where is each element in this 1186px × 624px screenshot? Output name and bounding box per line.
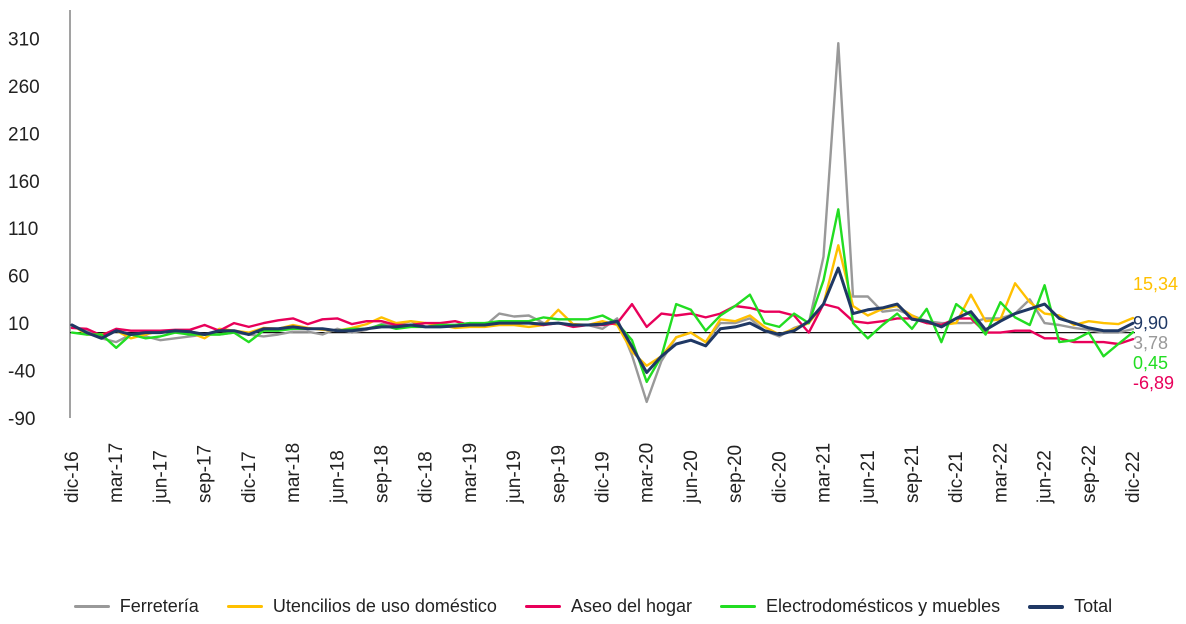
series-line-electrodomesticos-y-muebles <box>70 208 1135 384</box>
legend-swatch-aseo <box>524 605 561 608</box>
x-tick-label: dic-17 <box>239 451 260 503</box>
x-tick-label: sep-21 <box>902 445 923 503</box>
x-tick-label: sep-18 <box>371 445 392 503</box>
legend-swatch-electrodomesticos <box>720 605 757 608</box>
series-lines <box>70 42 1135 404</box>
legend-item-electrodomesticos: Electrodomésticos y muebles <box>720 596 1000 617</box>
x-tick-label: jun-18 <box>327 450 348 504</box>
y-axis: -90 -40 10 60 110 160 210 260 310 <box>8 10 71 430</box>
x-tick-label: sep-20 <box>725 445 746 503</box>
x-tick-label: jun-19 <box>504 450 525 504</box>
legend-item-ferreteria: Ferretería <box>73 596 199 617</box>
y-tick-label: 310 <box>8 29 40 50</box>
x-tick-label: mar-17 <box>106 443 127 503</box>
x-tick-label: mar-21 <box>814 443 835 503</box>
series-line-ferreteria <box>70 42 1135 404</box>
legend-item-aseo: Aseo del hogar <box>524 596 693 617</box>
end-label-aseo-del-hogar: -6,89 <box>1133 373 1174 393</box>
x-tick-label: jun-21 <box>858 450 879 504</box>
x-tick-label: mar-20 <box>637 443 658 503</box>
end-label-ferreteria: 3,78 <box>1133 333 1168 353</box>
legend: Ferretería Utencilios de uso doméstico A… <box>0 596 1186 617</box>
legend-swatch-total <box>1028 604 1065 609</box>
legend-label-total: Total <box>1074 596 1113 616</box>
end-label-total: 9,90 <box>1133 313 1168 333</box>
x-tick-label: jun-22 <box>1035 450 1056 504</box>
x-tick-label: dic-20 <box>769 451 790 503</box>
series-line-utencilios-de-uso-domestico <box>70 244 1135 367</box>
x-tick-label: dic-19 <box>593 451 614 503</box>
series-line-total <box>70 266 1135 374</box>
end-label-electrodomesticos-y-muebles: 0,45 <box>1133 353 1168 373</box>
y-tick-label: 260 <box>8 77 40 98</box>
x-axis: dic-16 mar-17 jun-17 sep-17 dic-17 mar-18 jun-… <box>62 443 1144 504</box>
y-tick-label: 210 <box>8 124 40 145</box>
legend-swatch-utencilios <box>226 605 263 608</box>
x-tick-label: sep-17 <box>195 445 216 503</box>
y-tick-label: 60 <box>8 267 29 288</box>
y-tick-label: 10 <box>8 314 29 335</box>
x-tick-label: mar-22 <box>990 443 1011 503</box>
x-tick-label: sep-19 <box>548 445 569 503</box>
y-tick-label: -90 <box>8 409 35 430</box>
x-tick-label: sep-22 <box>1079 445 1100 503</box>
y-tick-label: 160 <box>8 172 40 193</box>
legend-item-utencilios: Utencilios de uso doméstico <box>226 596 497 617</box>
x-tick-label: jun-17 <box>150 450 171 504</box>
x-tick-label: jun-20 <box>681 450 702 504</box>
x-tick-label: mar-19 <box>460 443 481 503</box>
x-tick-label: dic-16 <box>62 451 83 503</box>
legend-label-utencilios: Utencilios de uso doméstico <box>272 596 497 616</box>
legend-label-aseo: Aseo del hogar <box>570 596 693 616</box>
x-tick-label: mar-18 <box>283 443 304 503</box>
y-tick-label: -40 <box>8 362 35 383</box>
legend-item-total: Total <box>1028 596 1112 617</box>
legend-label-ferreteria: Ferretería <box>119 596 199 616</box>
legend-label-electrodomesticos: Electrodomésticos y muebles <box>766 596 1001 616</box>
line-chart: -90 -40 10 60 110 160 210 260 310 dic-16 mar-17 ju… <box>8 10 1178 504</box>
legend-swatch-ferreteria <box>73 605 110 608</box>
y-tick-label: 110 <box>8 219 38 240</box>
x-tick-label: dic-21 <box>946 451 967 503</box>
x-tick-label: dic-18 <box>416 451 437 503</box>
end-value-labels: 15,34 9,903,780,45-6,89 <box>1133 274 1178 393</box>
x-tick-label: dic-22 <box>1123 451 1144 503</box>
end-label-utencilios-de-uso-domestico: 15,34 <box>1133 274 1178 294</box>
